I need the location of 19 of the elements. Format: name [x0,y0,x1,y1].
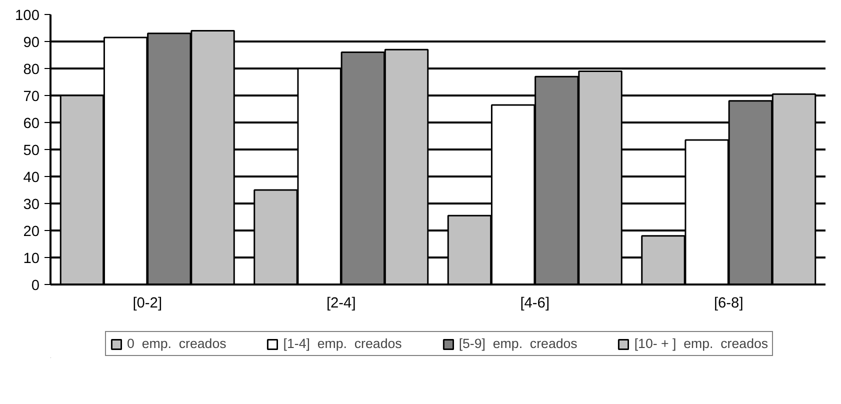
legend-label: [1-4] emp. creados [283,336,402,351]
x-tick-label: [0-2] [132,296,162,312]
y-tick-label: 70 [23,89,40,105]
y-tick-label: 80 [23,62,40,78]
y-tick-label: 100 [15,8,40,24]
y-tick-label: 30 [23,197,40,213]
y-tick-label: 60 [23,116,40,132]
y-tick-label: 50 [23,143,40,159]
legend-label: [5-9] emp. creados [458,336,578,351]
y-tick-label: 90 [23,35,40,51]
y-tick-label: 20 [23,224,40,240]
y-tick-label: 10 [23,251,40,267]
x-tick-label: [6-8] [714,296,744,312]
y-tick-label: 0 [31,278,40,294]
x-tick-label: [4-6] [520,296,550,312]
y-tick-label: 40 [23,170,40,186]
legend-label: [10- + ] emp. creados [634,336,768,351]
x-tick-label: [2-4] [326,296,356,312]
legend-label: 0 emp. creados [127,336,226,351]
